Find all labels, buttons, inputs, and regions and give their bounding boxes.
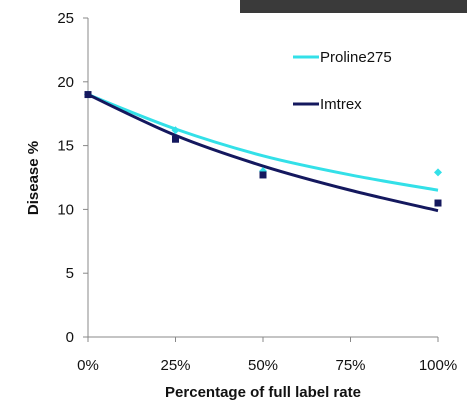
- y-tick-label: 0: [66, 329, 74, 346]
- data-point-imtrex: [84, 91, 92, 99]
- x-tick-label: 0%: [77, 357, 99, 374]
- data-point-imtrex: [172, 135, 179, 143]
- y-axis: 0 5 10 15 20 25: [57, 10, 89, 346]
- x-tick-label: 100%: [419, 357, 457, 374]
- trendline-proline275: [87, 93, 439, 192]
- x-tick-label: 50%: [248, 357, 278, 374]
- markers: [84, 90, 442, 207]
- y-tick-label: 10: [57, 201, 74, 218]
- legend-label-imtrex: Imtrex: [320, 96, 362, 113]
- x-tick-label: 25%: [160, 357, 190, 374]
- x-axis: 0% 25% 50% 75% 100%: [77, 336, 457, 374]
- trendline-imtrex: [87, 93, 439, 213]
- trendlines: [87, 93, 439, 213]
- legend-item-imtrex: Imtrex: [293, 96, 362, 113]
- y-axis-title: Disease %: [25, 141, 42, 215]
- y-tick-label: 25: [57, 10, 74, 27]
- y-ticks: 0 5 10 15 20 25: [57, 10, 88, 346]
- legend: Proline275 Imtrex: [293, 49, 392, 113]
- x-axis-title: Percentage of full label rate: [165, 384, 361, 401]
- x-tick-label: 75%: [335, 357, 365, 374]
- y-tick-label: 20: [57, 74, 74, 91]
- data-point-imtrex: [434, 199, 442, 207]
- y-tick-label: 15: [57, 138, 74, 155]
- legend-label-proline275: Proline275: [320, 49, 392, 66]
- data-point-proline275: [171, 126, 180, 135]
- x-ticks: 0% 25% 50% 75% 100%: [77, 337, 457, 374]
- y-tick-label: 5: [66, 265, 74, 282]
- data-point-proline275: [434, 168, 442, 177]
- legend-item-proline275: Proline275: [293, 49, 392, 66]
- top-banner: [240, 0, 467, 13]
- data-point-imtrex: [259, 171, 267, 179]
